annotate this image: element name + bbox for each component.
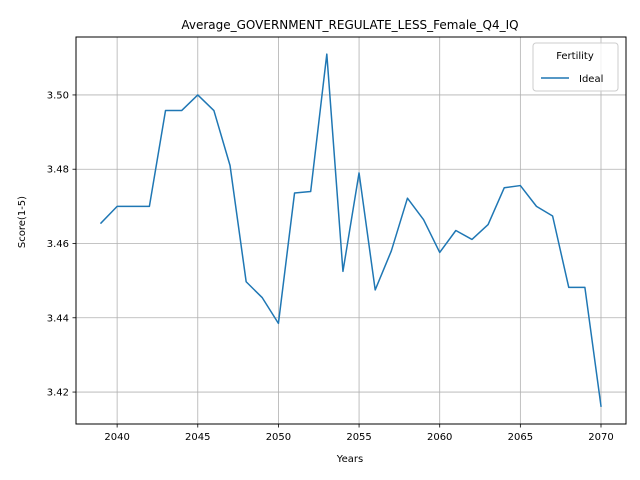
y-tick-label: 3.50 — [47, 90, 69, 101]
grid-lines — [76, 37, 626, 424]
series-layer — [99, 53, 602, 408]
legend-title: Fertility — [556, 51, 594, 62]
x-tick-label: 2065 — [508, 432, 533, 443]
y-tick-label: 3.48 — [47, 165, 69, 176]
legend: Fertility Ideal — [532, 42, 619, 92]
y-tick-label: 3.42 — [47, 388, 69, 399]
x-tick-label: 2050 — [266, 432, 291, 443]
x-tick-label: 2070 — [588, 432, 613, 443]
plot-area-frame — [75, 36, 627, 425]
series-line-ideal — [99, 53, 602, 408]
y-tick-label: 3.44 — [47, 313, 69, 324]
y-axis-ticks: 3.42 3.44 3.46 3.48 3.50 — [47, 90, 76, 399]
y-tick-label: 3.46 — [47, 239, 69, 250]
x-tick-label: 2040 — [104, 432, 129, 443]
legend-label-ideal: Ideal — [579, 74, 603, 85]
y-axis-label: Score(1-5) — [17, 196, 28, 248]
x-tick-label: 2045 — [185, 432, 210, 443]
legend-box — [532, 42, 619, 92]
chart-title: Average_GOVERNMENT_REGULATE_LESS_Female_… — [181, 18, 518, 32]
x-axis-label: Years — [336, 454, 363, 465]
x-tick-label: 2055 — [346, 432, 371, 443]
x-axis-ticks: 2040 2045 2050 2055 2060 2065 2070 — [104, 424, 614, 443]
x-tick-label: 2060 — [427, 432, 452, 443]
